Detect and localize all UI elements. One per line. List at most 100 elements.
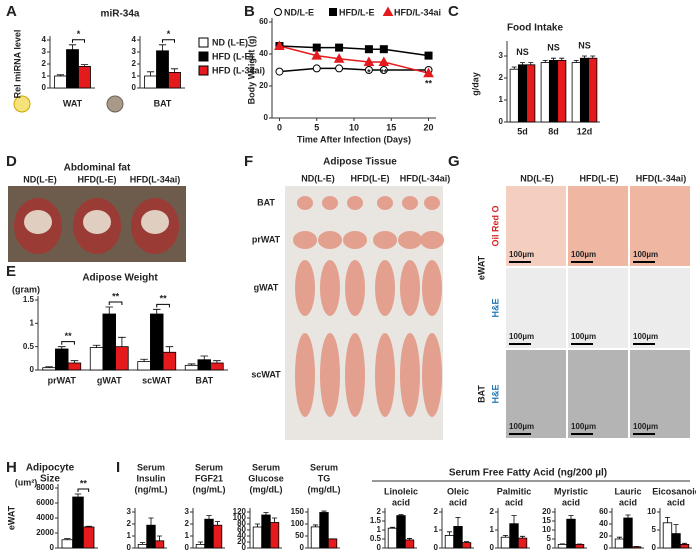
micrograph [568,186,628,266]
line [279,67,429,73]
error-bar [200,355,209,360]
y-tick-label: 2000 [36,528,54,537]
y-tick-label: 0 [377,543,382,552]
legend-swatch [198,65,209,76]
tissue [343,231,367,249]
micrograph [630,350,690,438]
y-tick-label: 2 [42,59,47,68]
y-tick-label: 4 [132,35,137,44]
error-bar [271,517,278,523]
x-tick-label: 5d [517,126,528,136]
panel-letter: H [6,459,17,476]
y-tick-label: 0 [242,543,247,552]
y-tick-label: 3 [185,507,190,516]
y-tick-label: 1 [42,71,47,80]
bar [252,526,263,549]
tissue [377,196,393,210]
y-tick-label: 2 [490,507,495,516]
bar [614,538,625,549]
bar [78,66,91,89]
marker [333,53,345,63]
tissue [402,196,418,210]
micrograph [568,268,628,348]
y-tick-label: 5 [652,525,657,534]
x-tick-label: 20 [424,122,434,132]
tissue [375,333,395,417]
error-bar [68,44,77,50]
bar [184,364,199,371]
y-tick-label: 1.5 [23,295,35,304]
y-tick-label: 0 [185,543,190,552]
bar [55,348,69,371]
y-tick-label: 3 [127,507,132,516]
y-tick-label: 0 [490,543,495,552]
line [279,45,429,57]
bar [212,524,223,549]
bar [204,518,214,549]
marker [312,43,321,52]
chart-title: (mg/dL) [308,484,341,494]
y-tick-label: 3 [499,51,504,60]
group-header: Serum Free Fatty Acid (ng/200 µl) [449,468,607,479]
marker [311,50,323,60]
bar [115,346,129,371]
bar [461,542,472,549]
bar [156,50,169,89]
annotation: ** [425,79,433,89]
bar [146,524,156,549]
y-tick-label: 15 [542,516,551,525]
error-bar [446,531,453,536]
annotation: NS [547,43,560,53]
scale-bar-label: 100µm [571,332,596,341]
annotation: NS [516,47,529,57]
chart-title: Oleic [447,486,469,496]
error-bar [389,526,396,529]
scale-bar-label: 100µm [633,332,658,341]
bar [557,60,567,123]
column-label: HFD(L-E) [580,173,619,183]
marker [363,56,375,66]
tissue [293,231,317,249]
error-bar [70,360,79,363]
annotation: * [77,29,81,39]
chart-title: Serum [137,462,165,472]
y-tick-label: 0 [499,117,504,126]
tissue [322,196,338,210]
legend-marker [329,8,337,16]
error-bar [502,535,509,538]
y-tick-label: 100 [233,513,247,522]
chart-title: Linoleic [384,486,418,496]
chart-title: Serum [310,462,338,472]
tissue-label: BAT [476,385,486,403]
x-tick-label: 12d [577,126,593,136]
y-tick-label: 20 [237,537,246,546]
error-bar [406,538,413,540]
y-tick-label: 0 [300,543,305,552]
marker [364,45,373,54]
bar [162,351,177,371]
y-tick-label: 2 [132,59,137,68]
tissue [320,260,340,316]
column-label: HFD(L-E) [351,173,390,183]
marker [364,66,373,74]
y-tick-label: 1 [377,525,382,534]
y-tick-label: 0 [127,543,132,552]
y-tick-label: 2 [377,507,382,516]
chart-title: acid [619,497,637,507]
error-bar [170,68,179,73]
y-tick-label: 3 [42,47,47,56]
bar [72,496,84,549]
marker [423,67,434,78]
chart-title: Size [40,474,60,485]
stain-label: Oil Red O [490,205,500,246]
x-tick-label: gWAT [97,375,122,385]
panel-letter: G [448,153,460,170]
chart-title: Eicosanoic [652,486,696,496]
column-label: ND(L-E) [23,174,57,184]
panel-title: Abdominal fat [64,163,131,174]
bar [566,518,576,549]
legend-marker [274,8,282,16]
chart-title: TG [318,473,331,483]
y-tick-label: 1 [434,525,439,534]
bar [509,523,519,549]
